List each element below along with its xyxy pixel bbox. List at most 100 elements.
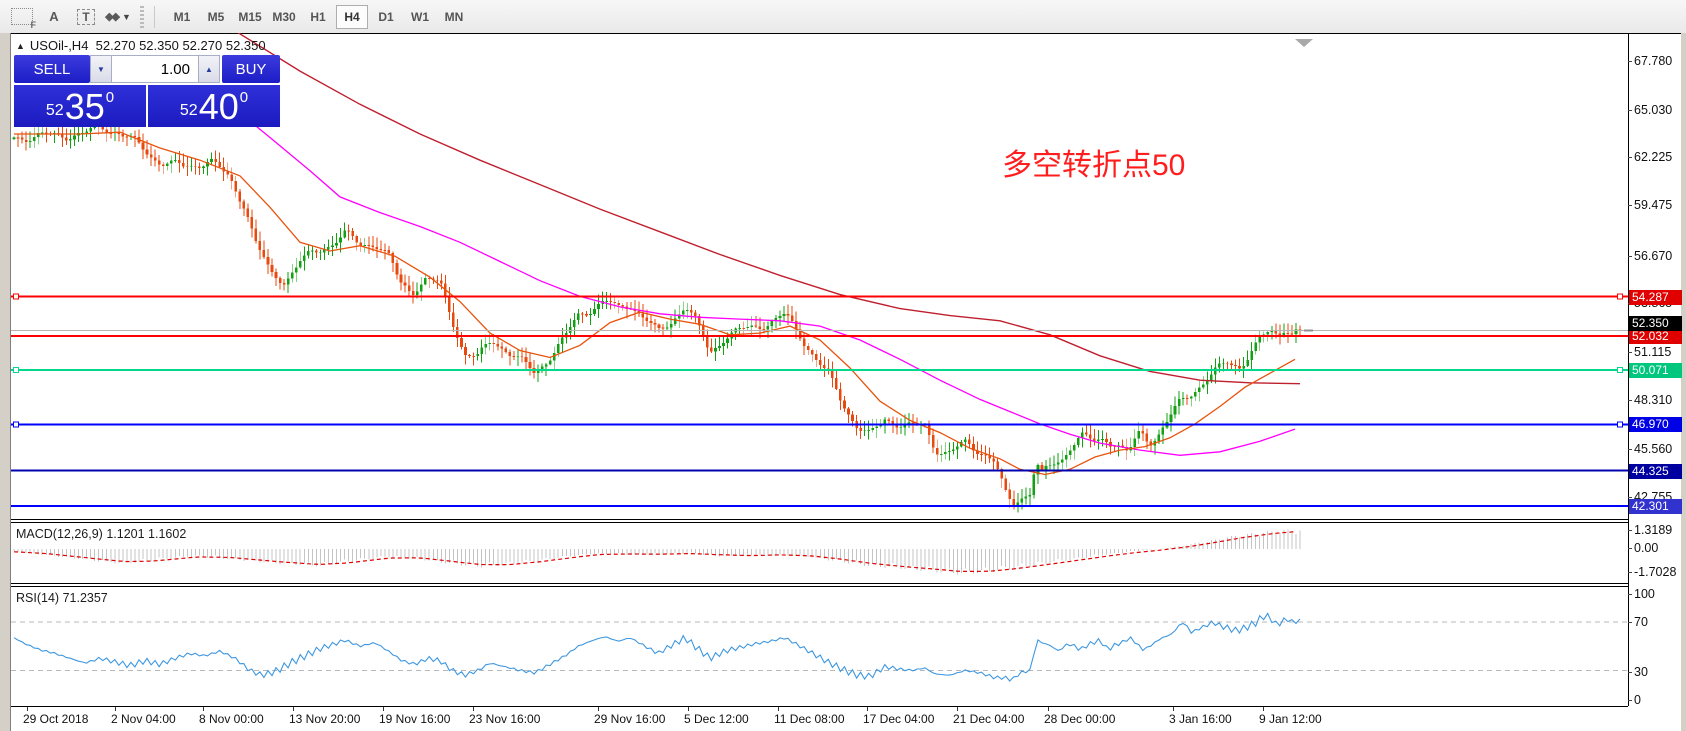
macd-tick-mark bbox=[1628, 572, 1632, 573]
time-tick-label: 8 Nov 00:00 bbox=[199, 712, 264, 726]
price-badge-54.287: 54.287 bbox=[1629, 290, 1682, 305]
buy-price-pips: 40 bbox=[198, 86, 239, 127]
time-tick-label: 19 Nov 16:00 bbox=[379, 712, 451, 726]
line-anchor-left bbox=[13, 367, 19, 374]
sell-price-point: 0 bbox=[105, 89, 115, 106]
timeframe-button-m1[interactable]: M1 bbox=[173, 9, 191, 24]
time-tick-label: 3 Jan 16:00 bbox=[1169, 712, 1232, 726]
price-tick-label: 62.225 bbox=[1634, 150, 1673, 164]
price-tick-mark bbox=[1628, 110, 1632, 111]
rsi-tick-label: 30 bbox=[1634, 665, 1648, 679]
window-right-edge bbox=[1681, 33, 1686, 731]
time-tick-label: 9 Jan 12:00 bbox=[1259, 712, 1322, 726]
time-tick-mark bbox=[203, 707, 204, 711]
ma-long-line bbox=[237, 33, 1301, 385]
price-tick-mark bbox=[1628, 205, 1632, 206]
time-tick-label: 2 Nov 04:00 bbox=[111, 712, 176, 726]
time-tick-label: 29 Oct 2018 bbox=[23, 712, 89, 726]
chevron-up-icon: ▲ bbox=[205, 64, 213, 74]
macd-panel-bottom-border[interactable] bbox=[11, 583, 1628, 584]
ma-fast-line bbox=[14, 131, 1296, 476]
price-tick-label: 56.670 bbox=[1634, 249, 1673, 263]
rsi-line bbox=[13, 612, 1301, 682]
buy-button[interactable]: BUY bbox=[222, 55, 280, 83]
time-tick-mark bbox=[957, 707, 958, 711]
time-axis[interactable]: 29 Oct 2018 2 Nov 04:00 8 Nov 00:00 13 Nov … bbox=[11, 707, 1681, 731]
rsi-tick-mark bbox=[1628, 622, 1632, 623]
selection-grid-icon[interactable]: F bbox=[9, 5, 36, 30]
time-tick-mark bbox=[1173, 707, 1174, 711]
text-box-icon[interactable]: T bbox=[73, 5, 99, 29]
price-tick-label: 67.780 bbox=[1634, 54, 1673, 68]
time-tick-mark bbox=[598, 707, 599, 711]
rsi-tick-label: 70 bbox=[1634, 615, 1648, 629]
price-tick-label: 59.475 bbox=[1634, 198, 1673, 212]
macd-tick-mark bbox=[1628, 548, 1632, 549]
buy-price-whole: 52 bbox=[179, 102, 198, 119]
sell-button[interactable]: SELL bbox=[14, 55, 90, 83]
candlestick-chart[interactable] bbox=[11, 33, 1628, 519]
timeframe-button-m5[interactable]: M5 bbox=[207, 9, 225, 24]
timeframe-button-h4[interactable]: H4 bbox=[336, 4, 368, 29]
macd-tick-label: 0.00 bbox=[1634, 541, 1659, 555]
timeframe-button-m30[interactable]: M30 bbox=[272, 9, 296, 24]
timeframe-button-d1[interactable]: D1 bbox=[378, 9, 394, 24]
shapes-icon[interactable]: ◆◆ ▼ bbox=[105, 11, 131, 23]
time-tick-mark bbox=[867, 707, 868, 711]
line-anchor-right bbox=[1617, 421, 1623, 428]
price-badge-42.301: 42.301 bbox=[1629, 499, 1682, 514]
sell-price-quote[interactable]: 52 35 0 bbox=[14, 85, 146, 127]
chart-ohlc-header: ▲ USOil-,H4 52.270 52.350 52.270 52.350 bbox=[16, 38, 266, 53]
time-tick-mark bbox=[383, 707, 384, 711]
macd-histogram bbox=[13, 529, 1301, 575]
dropdown-caret-icon[interactable]: ▼ bbox=[122, 11, 131, 22]
timeframe-button-h1[interactable]: H1 bbox=[310, 9, 326, 24]
price-badge-50.071: 50.071 bbox=[1629, 363, 1682, 378]
current-price-badge: 52.350 bbox=[1629, 316, 1682, 331]
time-tick-mark bbox=[27, 707, 28, 711]
toolbar-separator bbox=[154, 5, 155, 28]
symbol-label: USOil-,H4 bbox=[29, 38, 89, 53]
price-tick-label: 48.310 bbox=[1634, 393, 1673, 407]
buy-price-quote[interactable]: 52 40 0 bbox=[148, 85, 280, 127]
price-tick-mark bbox=[1628, 157, 1632, 158]
time-tick-mark bbox=[293, 707, 294, 711]
price-tick-label: 45.560 bbox=[1634, 442, 1673, 456]
volume-input[interactable]: 1.00 bbox=[112, 55, 198, 83]
time-tick-mark bbox=[1048, 707, 1049, 711]
main-panel-bottom-border[interactable] bbox=[11, 519, 1628, 520]
rsi-tick-mark bbox=[1628, 700, 1632, 701]
timeframe-button-m15[interactable]: M15 bbox=[238, 9, 262, 24]
price-tick-mark bbox=[1628, 497, 1632, 498]
price-badge-46.970: 46.970 bbox=[1629, 417, 1682, 432]
macd-panel-top-border bbox=[11, 522, 1628, 523]
line-anchor-left bbox=[13, 293, 19, 300]
ohlc-open: 52.270 bbox=[95, 38, 136, 53]
volume-decrease-button[interactable]: ▼ bbox=[90, 55, 112, 83]
line-anchor-right bbox=[1617, 367, 1623, 374]
time-tick-mark bbox=[778, 707, 779, 711]
timeframe-button-w1[interactable]: W1 bbox=[411, 9, 429, 24]
rsi-panel-top-border bbox=[11, 586, 1628, 587]
rsi-indicator-chart[interactable] bbox=[11, 586, 1628, 706]
volume-increase-button[interactable]: ▲ bbox=[198, 55, 220, 83]
toolbar-drag-handle bbox=[140, 5, 144, 28]
timeframe-button-mn[interactable]: MN bbox=[444, 9, 464, 24]
price-badge-44.325: 44.325 bbox=[1629, 464, 1682, 479]
time-tick-mark bbox=[473, 707, 474, 711]
price-tick-mark bbox=[1628, 256, 1632, 257]
time-tick-label: 5 Dec 12:00 bbox=[684, 712, 749, 726]
macd-indicator-chart[interactable] bbox=[11, 522, 1628, 583]
chart-shift-marker-icon[interactable] bbox=[1295, 39, 1313, 47]
price-axis-separator bbox=[1628, 33, 1629, 706]
sell-price-whole: 52 bbox=[45, 102, 64, 119]
time-tick-label: 13 Nov 20:00 bbox=[289, 712, 361, 726]
collapse-arrow-icon[interactable]: ▲ bbox=[16, 41, 25, 51]
chart-background[interactable] bbox=[11, 33, 1681, 731]
chart-text-annotation[interactable]: 多空转折点50 bbox=[1002, 149, 1186, 182]
text-label-icon[interactable]: A bbox=[49, 9, 59, 24]
macd-tick-label: -1.7028 bbox=[1634, 565, 1677, 579]
price-tick-label: 51.115 bbox=[1634, 345, 1672, 359]
time-tick-label: 21 Dec 04:00 bbox=[953, 712, 1025, 726]
price-tick-mark bbox=[1628, 61, 1632, 62]
